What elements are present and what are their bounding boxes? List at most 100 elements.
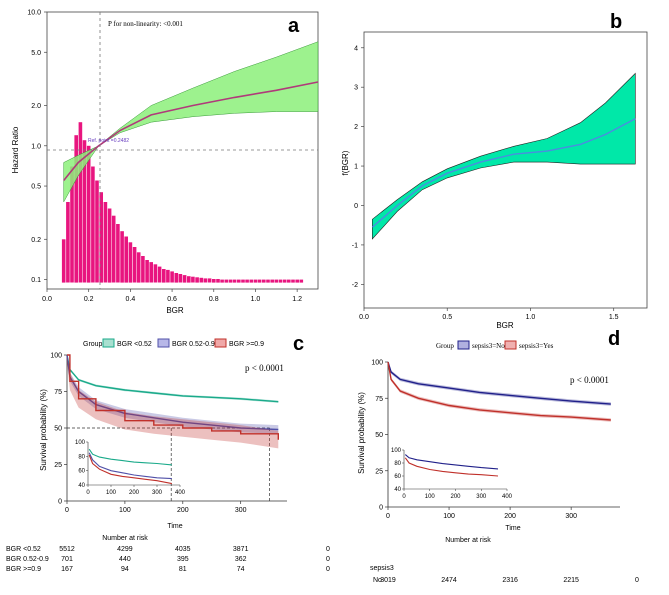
panel-d: d Group sepsis3=No sepsis3=Yes 0 100 200 30… [357,328,639,584]
d-inset-xtick-label: 200 [450,494,461,500]
b-ytick-label: 0 [354,203,358,210]
d-xtick-label: 0 [386,513,390,520]
b-xtick-label: 1.5 [609,314,619,321]
d-ci-band [388,362,611,406]
c-inset-xtick-label: 100 [106,490,117,496]
c-risk-value: 701 [61,556,73,563]
d-inset-xtick-label: 100 [425,494,436,500]
d-ytick-label: 0 [379,505,383,512]
c-risk-value: 362 [235,556,247,563]
d-inset-xtick-label: 400 [502,494,513,500]
d-ytick-label: 75 [375,396,383,403]
a-hist-bar [278,279,283,283]
d-legend-label-1: sepsis3=No [472,342,505,350]
d-ci-band [388,362,611,422]
c-risk-value: 395 [177,556,189,563]
c-inset-curve [88,454,173,485]
a-hist-bar [295,279,299,283]
a-xtick-label: 0.6 [167,296,177,303]
a-hist-bar [157,266,162,283]
d-xtick-label: 100 [443,513,455,520]
a-hist-bar [182,275,187,283]
c-risk-row-label: BGR <0.52 [6,546,41,553]
d-survival-curve [387,361,611,405]
b-fit-curve [371,118,636,228]
c-legend-label-1: BGR <0.52 [117,341,152,348]
b-ytick-label: 1 [354,164,358,171]
a-ylabel: Hazard Ratio [11,126,20,173]
c-risk-value: 4035 [175,546,191,553]
d-xlabel: Time [505,525,520,532]
c-legend-swatch-2 [157,338,170,348]
panel-c: c Group BGR <0.52 BGR 0.52-0.9 BGR >=0.9… [6,333,330,573]
a-hist-bar [153,264,158,283]
b-xtick-label: 1.0 [526,314,536,321]
panel-b: 0.0 0.5 1.0 1.5 -2 -1 0 1 2 3 4 b BGR f(BGR) [341,11,648,330]
c-pvalue: p < 0.0001 [245,363,284,373]
panel-a: 0.0 0.2 0.4 0.6 0.8 1.0 1.2 0.1 0.2 0.5 1.0 2.0 5.0 1… [11,10,319,315]
a-hist-bar [141,256,145,283]
c-ytick-label: 25 [54,462,62,469]
a-hist-bar [111,215,116,283]
d-legend-swatch-2 [504,340,517,350]
c-legend: Group BGR <0.52 BGR 0.52-0.9 BGR >=0.9 [83,338,264,348]
d-inset-xtick-label: 0 [402,494,406,500]
a-hist-bar [257,279,262,283]
c-survival-curve [67,354,279,440]
a-hist-bar [232,279,237,283]
c-ci-band [67,355,279,434]
c-risk-value: 5512 [59,546,75,553]
a-hist-bar [266,279,270,283]
a-hist-bar [245,279,249,283]
c-risk-value: 4299 [117,546,133,553]
b-ytick-label: 3 [354,85,358,92]
a-hist-bar [70,166,74,283]
a-hist-bar [203,278,208,283]
b-ylabel: f(BGR) [341,150,350,175]
a-hist-bar [162,269,166,283]
c-legend-label-3: BGR >=0.9 [229,341,264,348]
c-risk-value: 94 [121,566,129,573]
a-hist-bar [124,236,128,283]
d-legend-title: Group [436,342,454,350]
a-xtick-label: 1.2 [292,296,302,303]
c-survival-curve [66,354,279,403]
c-legend-label-2: BGR 0.52-0.9 [172,341,215,348]
d-panel-letter: d [608,328,620,350]
d-ytick-label: 100 [371,360,383,367]
d-ytick-label: 25 [375,468,383,475]
c-risk-value: 81 [179,566,187,573]
a-hist-bar [166,269,170,283]
a-ytick-label: 1.0 [31,143,41,150]
c-risk-end-value: 0 [326,546,330,553]
d-inset-ytick-label: 60 [394,474,401,480]
c-inset-ytick-label: 100 [75,440,86,446]
c-risk-value: 440 [119,556,131,563]
d-inset-ytick-label: 40 [394,487,401,493]
a-ytick-label: 5.0 [31,50,41,57]
c-ci-band [67,355,279,449]
c-risk-row-label: BGR 0.52-0.9 [6,556,49,563]
b-ytick-label: 4 [354,45,358,52]
a-hist-bar [187,276,191,283]
a-hist-bar [86,145,91,283]
d-risk-title: Number at risk [445,537,491,544]
d-risk-value: 2474 [441,577,457,584]
a-ytick-label: 10.0 [27,10,41,17]
a-ytick-label: 0.1 [31,277,41,284]
a-hr-curve [63,81,319,182]
c-inset-ytick-label: 60 [78,469,85,475]
b-ytick-label: 2 [354,124,358,131]
a-hist-bar [78,122,83,283]
c-ytick-label: 50 [54,426,62,433]
c-inset-curve [88,448,172,466]
a-xtick-label: 0.8 [209,296,219,303]
a-hist-bar [299,279,304,283]
a-hist-bar [178,274,183,283]
c-inset-ytick-label: 80 [78,454,85,460]
c-risk-end-value: 0 [326,556,330,563]
a-xtick-label: 1.0 [251,296,261,303]
d-xtick-label: 200 [504,513,516,520]
a-hist-bar [82,140,87,283]
